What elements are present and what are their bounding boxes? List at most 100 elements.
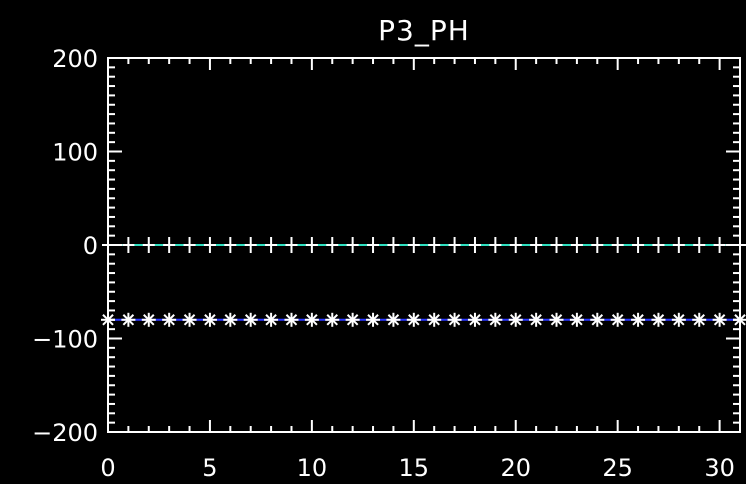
data-point — [508, 312, 523, 327]
data-point — [693, 237, 706, 253]
data-point — [427, 312, 442, 327]
marker-stroke — [611, 314, 624, 326]
data-point — [468, 237, 481, 253]
marker-stroke — [122, 314, 135, 326]
marker-stroke — [693, 314, 705, 326]
data-point — [243, 312, 258, 327]
data-point — [203, 237, 216, 253]
series-layer — [101, 237, 746, 327]
marker-stroke — [550, 314, 563, 326]
data-point — [713, 237, 726, 253]
marker-stroke — [408, 314, 420, 326]
data-point — [467, 312, 482, 327]
data-point — [712, 312, 727, 327]
data-point — [652, 237, 665, 253]
marker-stroke — [346, 314, 359, 326]
data-point — [366, 312, 381, 327]
marker-stroke — [673, 314, 685, 326]
marker-stroke — [509, 314, 522, 326]
marker-stroke — [428, 314, 440, 326]
data-point — [590, 312, 605, 327]
marker-stroke — [591, 314, 604, 326]
data-point — [182, 312, 197, 327]
data-point — [651, 312, 666, 327]
marker-stroke — [489, 314, 502, 326]
data-point — [121, 312, 136, 327]
data-point — [183, 237, 196, 253]
data-point — [346, 237, 359, 253]
data-point — [428, 237, 441, 253]
data-point — [529, 312, 544, 327]
marker-stroke — [143, 314, 155, 326]
data-point — [163, 237, 176, 253]
marker-stroke — [652, 314, 665, 326]
x-tick-label: 15 — [399, 454, 430, 482]
axes-layer: 0 5 10 15 20 25 30 −200 −100 0 100 200 — [32, 45, 741, 482]
y-tick-label: 200 — [52, 45, 98, 73]
data-point — [304, 312, 319, 327]
data-point — [142, 237, 155, 253]
data-point — [448, 237, 461, 253]
marker-stroke — [448, 314, 461, 326]
data-point — [386, 312, 401, 327]
data-point — [325, 312, 340, 327]
marker-stroke — [632, 314, 644, 326]
data-point — [672, 237, 685, 253]
data-point — [406, 312, 421, 327]
data-point — [550, 237, 563, 253]
x-tick-label: 0 — [100, 454, 115, 482]
data-point — [407, 237, 420, 253]
data-point — [447, 312, 462, 327]
data-point — [692, 312, 707, 327]
series-1 — [101, 312, 746, 327]
data-point — [610, 312, 625, 327]
data-point — [570, 237, 583, 253]
marker-stroke — [713, 314, 726, 326]
data-point — [345, 312, 360, 327]
data-point — [265, 237, 278, 253]
marker-stroke — [530, 314, 542, 326]
data-point — [549, 312, 564, 327]
marker-stroke — [204, 314, 216, 326]
data-point — [509, 237, 522, 253]
marker-stroke — [163, 314, 175, 326]
marker-stroke — [571, 314, 583, 326]
marker-stroke — [306, 314, 318, 326]
marker-stroke — [244, 314, 257, 326]
marker-stroke — [285, 314, 298, 326]
marker-stroke — [183, 314, 196, 326]
data-point — [671, 312, 686, 327]
data-point — [305, 237, 318, 253]
data-point — [489, 237, 502, 253]
chart-title: P3_PH — [378, 14, 470, 47]
data-point — [569, 312, 584, 327]
data-point — [632, 237, 645, 253]
y-tick-label: 100 — [52, 139, 98, 167]
y-tick-label: −200 — [32, 419, 98, 447]
data-point — [285, 237, 298, 253]
data-point — [530, 237, 543, 253]
data-point — [591, 237, 604, 253]
marker-stroke — [367, 314, 379, 326]
data-point — [387, 237, 400, 253]
x-tick-label: 10 — [297, 454, 328, 482]
data-point — [631, 312, 646, 327]
marker-stroke — [265, 314, 277, 326]
data-point — [122, 237, 135, 253]
data-point — [223, 312, 238, 327]
data-point — [488, 312, 503, 327]
marker-stroke — [387, 314, 400, 326]
y-tick-label: 0 — [83, 232, 98, 260]
y-tick-label: −100 — [32, 326, 98, 354]
x-tick-label: 5 — [202, 454, 217, 482]
marker-stroke — [326, 314, 339, 326]
marker-stroke — [224, 314, 237, 326]
data-point — [244, 237, 257, 253]
x-tick-label: 30 — [704, 454, 735, 482]
data-point — [264, 312, 279, 327]
data-point — [202, 312, 217, 327]
x-tick-label: 25 — [602, 454, 633, 482]
data-point — [326, 237, 339, 253]
x-tick-label: 20 — [500, 454, 531, 482]
